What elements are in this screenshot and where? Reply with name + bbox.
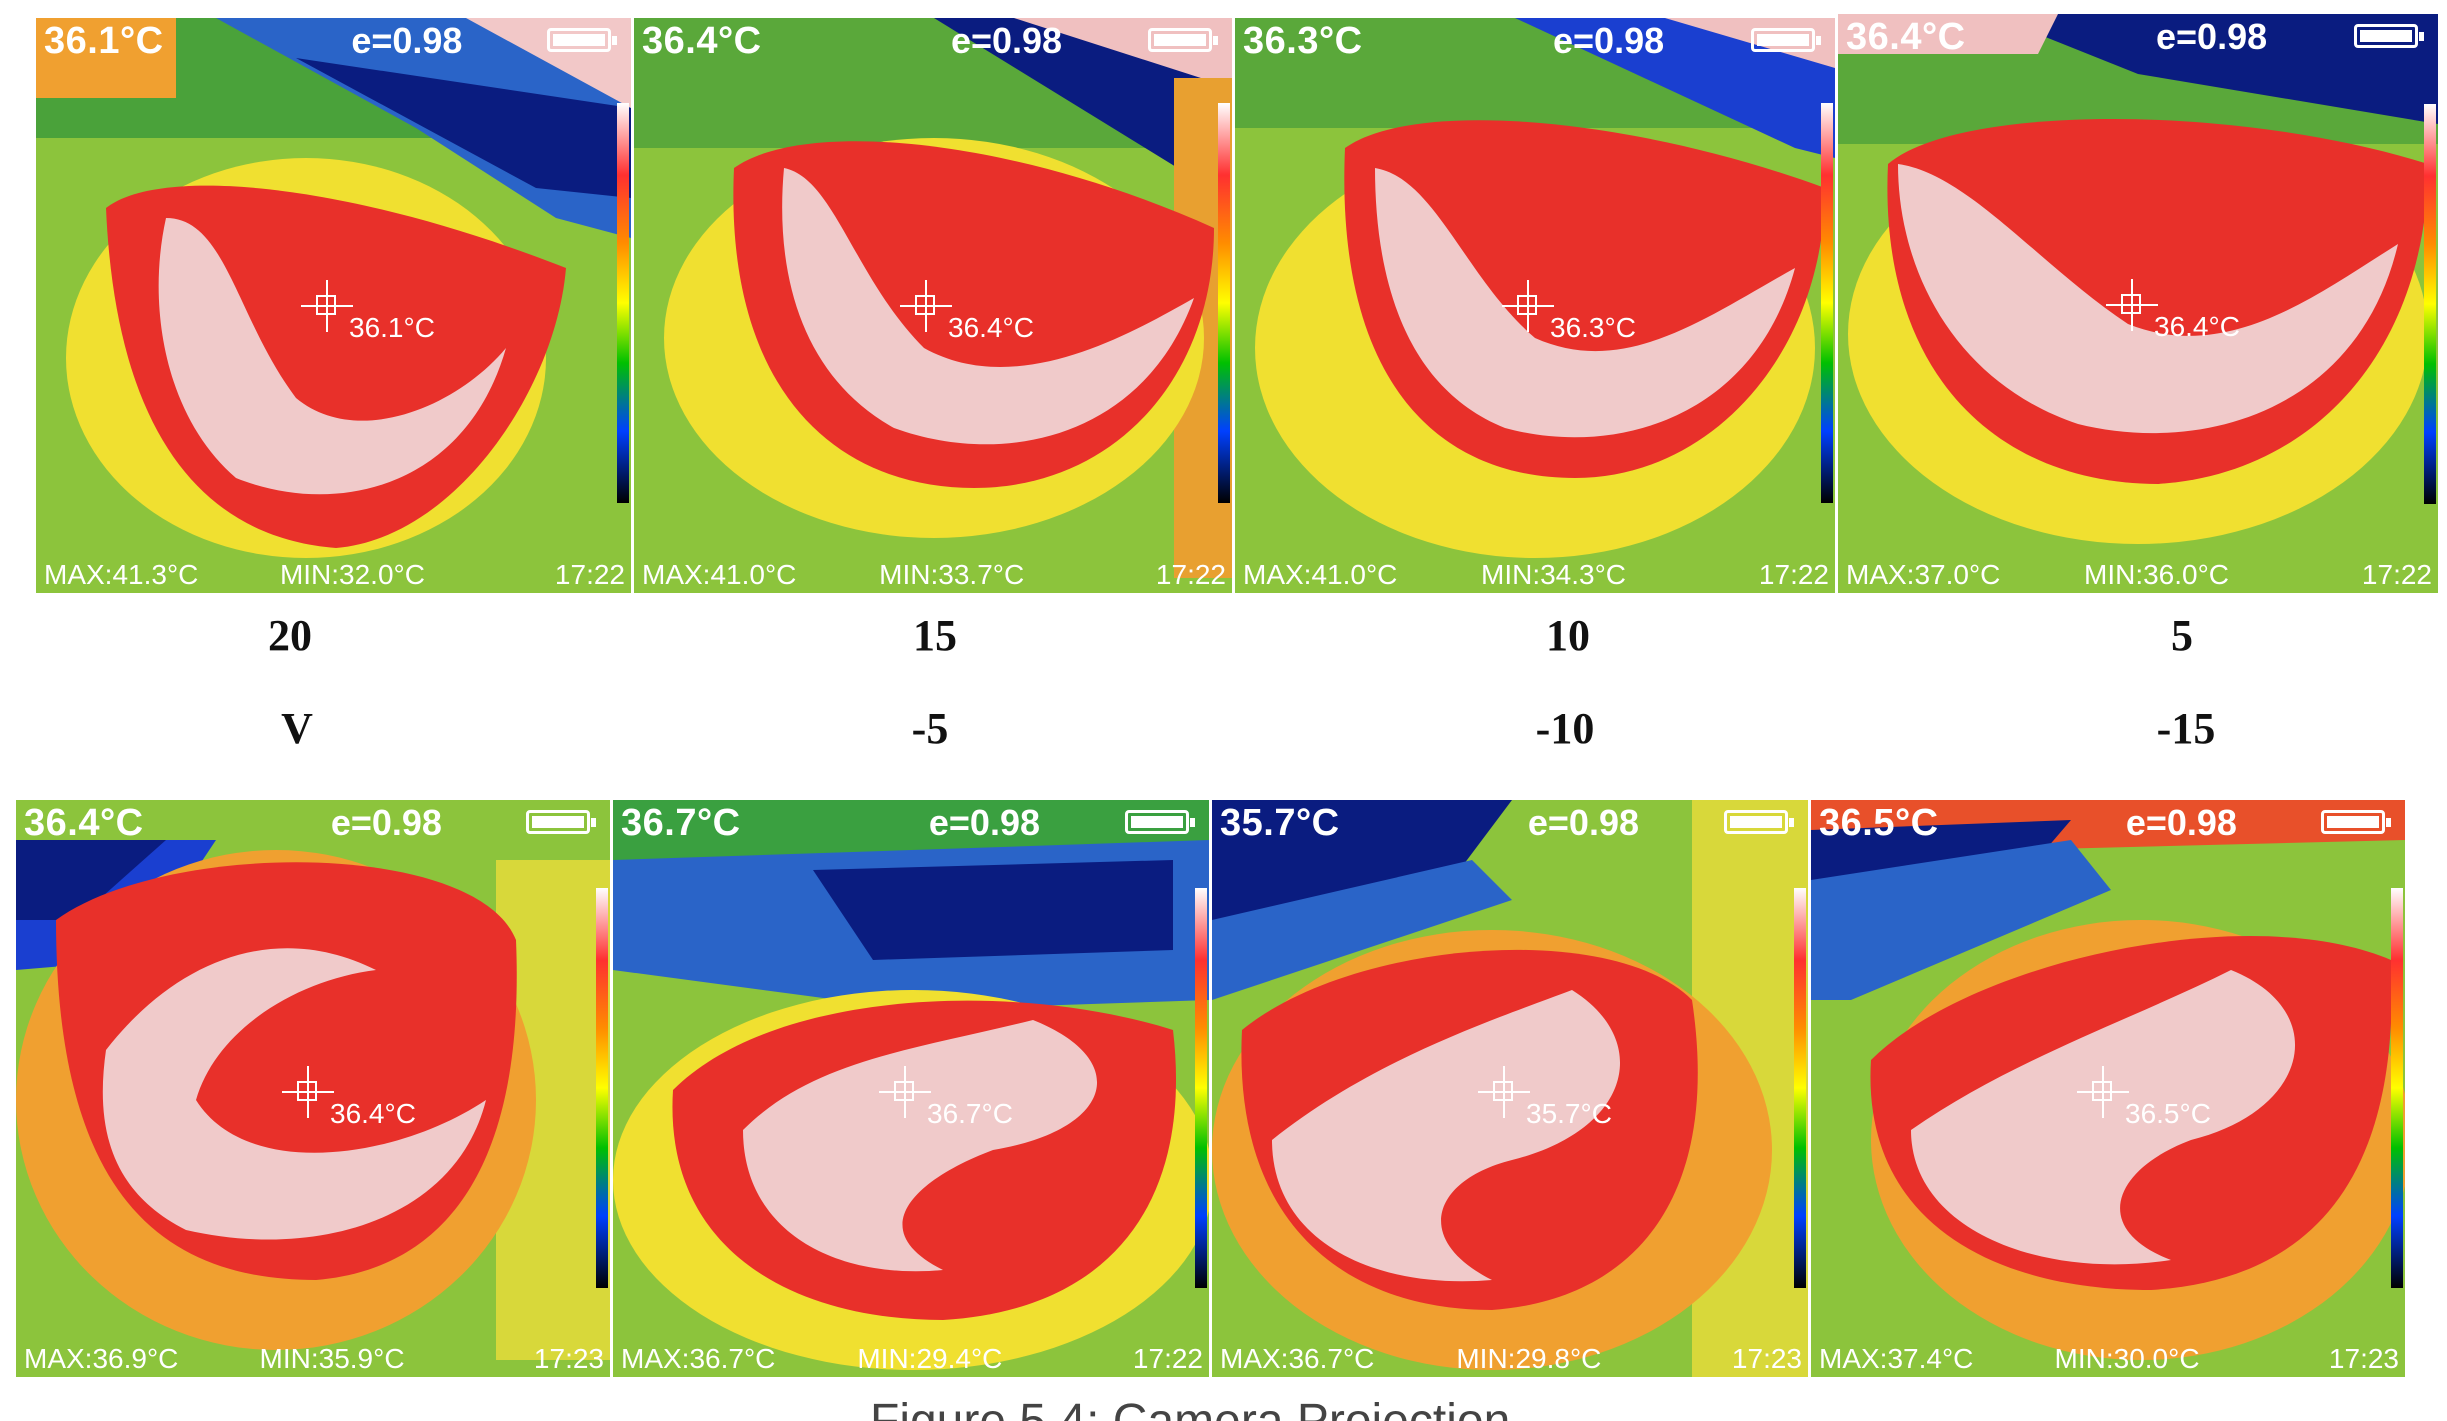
crosshair-temperature: 36.1°C (349, 312, 435, 343)
label-bottom-4: -15 (2156, 704, 2216, 753)
color-palette-bar (1218, 103, 1230, 503)
battery-icon (2354, 24, 2424, 48)
crosshair-temperature: 36.7°C (927, 1098, 1013, 1129)
max-temperature: MAX:36.7°C (621, 1343, 776, 1374)
emissivity-label: e=0.98 (928, 802, 1040, 843)
battery-icon (1148, 28, 1218, 52)
capture-time: 17:23 (2328, 1343, 2399, 1374)
battery-icon (1751, 28, 1821, 52)
min-temperature: MIN:32.0°C (279, 559, 425, 590)
capture-time: 17:22 (1758, 559, 1829, 590)
crosshair-icon (879, 1066, 931, 1118)
spot-temperature: 36.7°C (621, 802, 741, 844)
thermal-image-top-2: 36.4°C e=0.98 36.4°C MAX:41.0°C MIN:33.7… (634, 18, 1232, 593)
battery-icon (1125, 810, 1195, 834)
spot-temperature: 36.4°C (24, 802, 144, 844)
crosshair-icon (2106, 279, 2158, 331)
crosshair-temperature: 36.4°C (330, 1098, 416, 1129)
crosshair-temperature: 36.5°C (2125, 1098, 2211, 1129)
spot-temperature: 36.4°C (1846, 16, 1966, 58)
spot-temperature: 36.4°C (642, 20, 762, 62)
label-bottom-1: V (281, 704, 313, 753)
label-bottom-2: -5 (911, 704, 949, 753)
capture-time: 17:22 (1132, 1343, 1203, 1374)
max-temperature: MAX:37.4°C (1819, 1343, 1974, 1374)
color-palette-bar (2391, 888, 2403, 1288)
crosshair-icon (2077, 1066, 2129, 1118)
color-palette-bar (1195, 888, 1207, 1288)
crosshair-icon (1478, 1066, 1530, 1118)
thermal-scene (16, 800, 610, 1377)
capture-time: 17:22 (1155, 559, 1226, 590)
min-temperature: MIN:29.8°C (1456, 1343, 1602, 1374)
battery-icon (1724, 810, 1794, 834)
thermal-scene (1212, 800, 1808, 1377)
thermal-image-bottom-1: 36.4°C e=0.98 36.4°C MAX:36.9°C MIN:35.9… (16, 800, 610, 1377)
spot-temperature: 36.1°C (44, 20, 164, 62)
figure-caption: Figure 5.4: Camera Projection (870, 1398, 1570, 1421)
min-temperature: MIN:30.0°C (2054, 1343, 2200, 1374)
thermal-scene (613, 800, 1209, 1377)
capture-time: 17:23 (533, 1343, 604, 1374)
max-temperature: MAX:37.0°C (1846, 559, 2001, 590)
emissivity-label: e=0.98 (351, 20, 463, 61)
max-temperature: MAX:36.9°C (24, 1343, 179, 1374)
min-temperature: MIN:29.4°C (857, 1343, 1003, 1374)
capture-time: 17:23 (1731, 1343, 1802, 1374)
capture-time: 17:22 (554, 559, 625, 590)
thermal-image-top-1: 36.1°C e=0.98 36.1°C MAX:41.3°C MIN:32.0… (36, 18, 631, 593)
min-temperature: MIN:33.7°C (879, 559, 1025, 590)
max-temperature: MAX:41.0°C (1243, 559, 1398, 590)
crosshair-temperature: 35.7°C (1526, 1098, 1612, 1129)
thermal-scene (36, 18, 631, 593)
crosshair-temperature: 36.3°C (1550, 312, 1636, 343)
thermal-scene (1838, 14, 2438, 593)
color-palette-bar (617, 103, 629, 503)
min-temperature: MIN:34.3°C (1481, 559, 1627, 590)
max-temperature: MAX:41.3°C (44, 559, 199, 590)
emissivity-label: e=0.98 (330, 802, 442, 843)
thermal-image-bottom-3: 35.7°C e=0.98 35.7°C MAX:36.7°C MIN:29.8… (1212, 800, 1808, 1377)
crosshair-icon (282, 1066, 334, 1118)
color-palette-bar (1794, 888, 1806, 1288)
label-top-1: 20 (268, 611, 312, 660)
thermal-image-bottom-4: 36.5°C e=0.98 36.5°C MAX:37.4°C MIN:30.0… (1811, 800, 2405, 1377)
color-palette-bar (1821, 103, 1833, 503)
crosshair-icon (900, 280, 952, 332)
thermal-scene (1235, 18, 1835, 593)
max-temperature: MAX:36.7°C (1220, 1343, 1375, 1374)
crosshair-temperature: 36.4°C (948, 312, 1034, 343)
battery-icon (526, 810, 596, 834)
label-top-4: 5 (2171, 611, 2193, 660)
thermal-image-top-4: 36.4°C e=0.98 36.4°C MAX:37.0°C MIN:36.0… (1838, 14, 2438, 593)
label-top-2: 15 (913, 611, 957, 660)
color-palette-bar (2424, 104, 2436, 504)
emissivity-label: e=0.98 (2125, 802, 2237, 843)
figure-caption-text: Figure 5.4: Camera Projection (870, 1398, 1570, 1421)
emissivity-label: e=0.98 (950, 20, 1063, 61)
crosshair-temperature: 36.4°C (2154, 311, 2240, 342)
spot-temperature: 35.7°C (1220, 802, 1340, 844)
emissivity-label: e=0.98 (1527, 802, 1639, 843)
label-bottom-3: -10 (1535, 704, 1595, 753)
label-top-3: 10 (1546, 611, 1590, 660)
emissivity-label: e=0.98 (1553, 20, 1665, 61)
battery-icon (2321, 810, 2391, 834)
emissivity-label: e=0.98 (2156, 16, 2268, 57)
battery-icon (547, 28, 617, 52)
color-palette-bar (596, 888, 608, 1288)
thermal-image-top-3: 36.3°C e=0.98 36.3°C MAX:41.0°C MIN:34.3… (1235, 18, 1835, 593)
spot-temperature: 36.3°C (1243, 20, 1363, 62)
crosshair-icon (301, 280, 353, 332)
min-temperature: MIN:35.9°C (259, 1343, 405, 1374)
min-temperature: MIN:36.0°C (2084, 559, 2230, 590)
spot-temperature: 36.5°C (1819, 802, 1939, 844)
max-temperature: MAX:41.0°C (642, 559, 797, 590)
crosshair-icon (1502, 280, 1554, 332)
thermal-image-bottom-2: 36.7°C e=0.98 36.7°C MAX:36.7°C MIN:29.4… (613, 800, 1209, 1377)
capture-time: 17:22 (2361, 559, 2432, 590)
